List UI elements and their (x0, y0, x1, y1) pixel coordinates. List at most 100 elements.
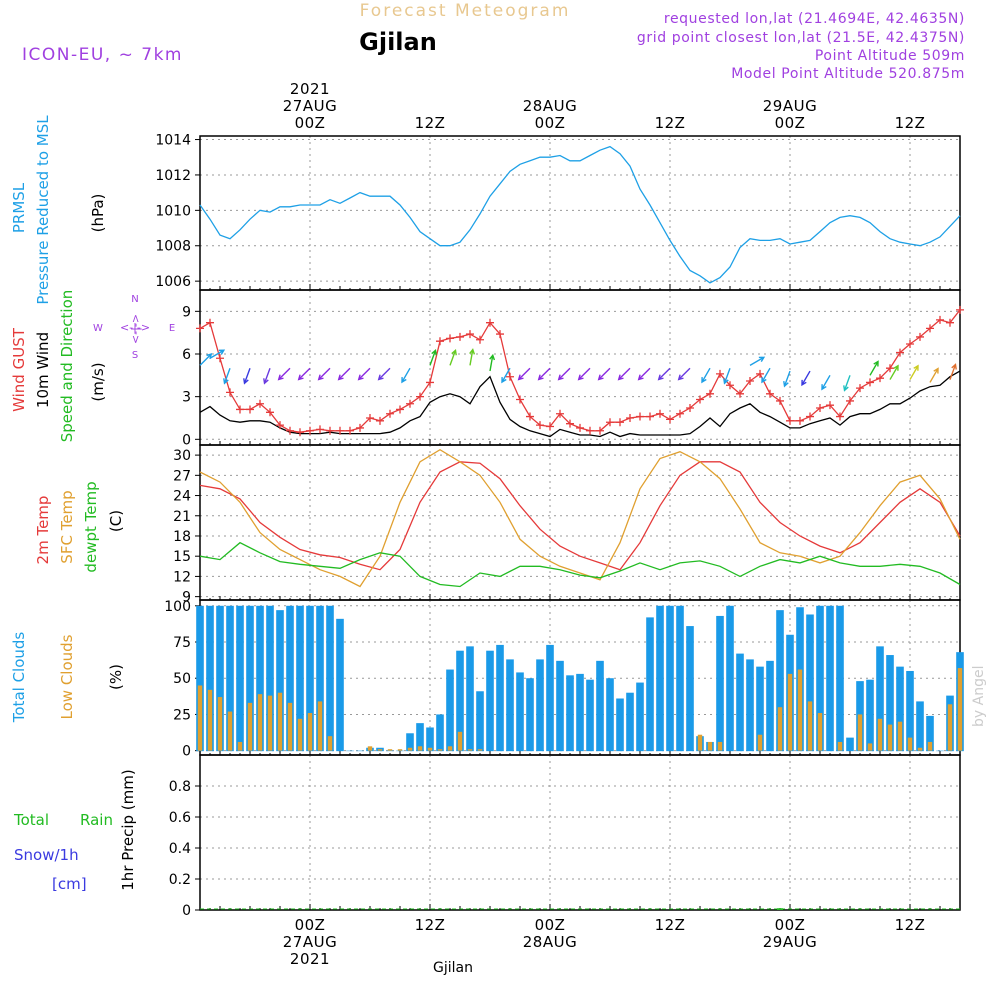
total-cloud-bar (456, 650, 464, 752)
y-tick-label: 9 (182, 304, 191, 320)
gust-marker (696, 395, 704, 404)
gust-marker (216, 354, 224, 363)
gust-marker (426, 378, 434, 387)
wind-direction-arrow (469, 348, 476, 366)
total-cloud-bar (616, 698, 624, 752)
compass-s: S (132, 350, 138, 361)
gust-marker (676, 409, 684, 418)
total-cloud-bar (686, 626, 694, 752)
compass-n: N (131, 294, 138, 305)
compass-w: W (93, 323, 103, 334)
bottom-time-label: 00Z (775, 916, 806, 934)
y-tick-label: 0 (182, 432, 191, 448)
total-cloud-bar (716, 615, 724, 752)
gust-marker (606, 418, 614, 427)
gust-marker (926, 324, 934, 333)
total-cloud-bar (446, 669, 454, 752)
gust-marker (816, 404, 824, 413)
bottom-time-label: 2021 (290, 950, 330, 968)
low-cloud-bar (877, 718, 883, 751)
top-time-label: 12Z (895, 114, 926, 132)
y-tick-label: 100 (164, 599, 191, 615)
grid-point-coords: grid point closest lon,lat (21.5E, 42.43… (637, 30, 965, 46)
gust-marker (306, 426, 314, 435)
gust-marker (916, 332, 924, 341)
y-tick-label: 1008 (155, 239, 191, 255)
wind-direction-arrow (929, 367, 939, 383)
total-cloud-bar (756, 666, 764, 752)
y-tick-label: 12 (173, 569, 191, 585)
total-cloud-bar (916, 701, 924, 752)
total-cloud-bar (486, 650, 494, 752)
pressure-line (199, 145, 961, 284)
wind-speed-line (199, 370, 961, 438)
gust-marker (576, 423, 584, 432)
model-label: ICON-EU, ~ 7km (22, 45, 183, 65)
gust-marker (246, 405, 254, 414)
low-cloud-bar (307, 712, 313, 751)
temp-label-sfc: SFC Temp (58, 490, 76, 563)
total-cloud-bar (436, 714, 444, 752)
y-tick-label: 3 (182, 390, 191, 406)
gust-marker (636, 412, 644, 421)
gust-marker (716, 369, 724, 378)
gust-marker (646, 412, 654, 421)
wind-direction-arrow (263, 367, 271, 385)
gust-marker (336, 426, 344, 435)
total-cloud-bar (576, 673, 584, 752)
gust-marker (596, 426, 604, 435)
low-cloud-bar (837, 741, 843, 751)
gust-marker (506, 372, 514, 381)
low-cloud-bar (277, 692, 283, 751)
temperature-panel: 9 12 15 18 21 24 27 30 (173, 444, 961, 606)
wind-direction-arrow (723, 367, 731, 385)
gust-marker (436, 337, 444, 346)
bottom-time-label: 27AUG (283, 933, 337, 951)
gust-marker (396, 405, 404, 414)
pressure-label-prmsl: PRMSL (10, 182, 28, 233)
low-cloud-bar (197, 685, 203, 751)
panel-side-labels: PRMSL Pressure Reduced to MSL (hPa) Wind GU… (10, 115, 175, 893)
bottom-time-label: 00Z (295, 916, 326, 934)
total-cloud-bar (426, 727, 434, 752)
gust-marker (906, 340, 914, 349)
wind-direction-arrow (597, 367, 611, 381)
bottom-time-label: 00Z (535, 916, 566, 934)
gust-marker (496, 330, 504, 339)
wind-direction-arrow (801, 370, 811, 387)
total-cloud-bar (286, 605, 294, 752)
precip-label-rain: Rain (80, 811, 113, 829)
total-cloud-bar (406, 733, 414, 752)
gust-marker (616, 418, 624, 427)
dewpoint-line (199, 541, 961, 588)
low-cloud-bar (387, 749, 393, 751)
precip-label-snow: Snow/1h (14, 846, 79, 864)
y-tick-label: 1010 (155, 203, 191, 219)
total-cloud-bar (506, 659, 514, 752)
low-cloud-bar (287, 702, 293, 751)
gust-marker (936, 315, 944, 324)
gust-marker (746, 377, 754, 386)
total-cloud-bar (336, 618, 344, 752)
wind-direction-arrow (657, 367, 671, 381)
y-tick-label: 15 (173, 549, 191, 565)
clouds-label-low: Low Clouds (58, 634, 76, 719)
total-cloud-bar (866, 679, 874, 752)
panel-frame (199, 135, 961, 291)
total-cloud-bar (476, 691, 484, 752)
gust-marker (766, 389, 774, 398)
total-cloud-bar (196, 605, 204, 752)
wind-direction-arrow (223, 367, 231, 385)
y-tick-label: 0.8 (169, 779, 191, 795)
y-tick-label: 25 (173, 707, 191, 723)
gust-marker (266, 408, 274, 417)
total-cloud-bar (896, 666, 904, 752)
total-cloud-bar (396, 750, 404, 752)
bottom-time-label: 12Z (895, 916, 926, 934)
low-cloud-bar (377, 749, 383, 751)
gust-marker (946, 318, 954, 327)
wind-panel: 0 3 6 9 (182, 289, 964, 448)
location-title: Gjilan (359, 28, 437, 56)
total-cloud-bar (876, 646, 884, 752)
